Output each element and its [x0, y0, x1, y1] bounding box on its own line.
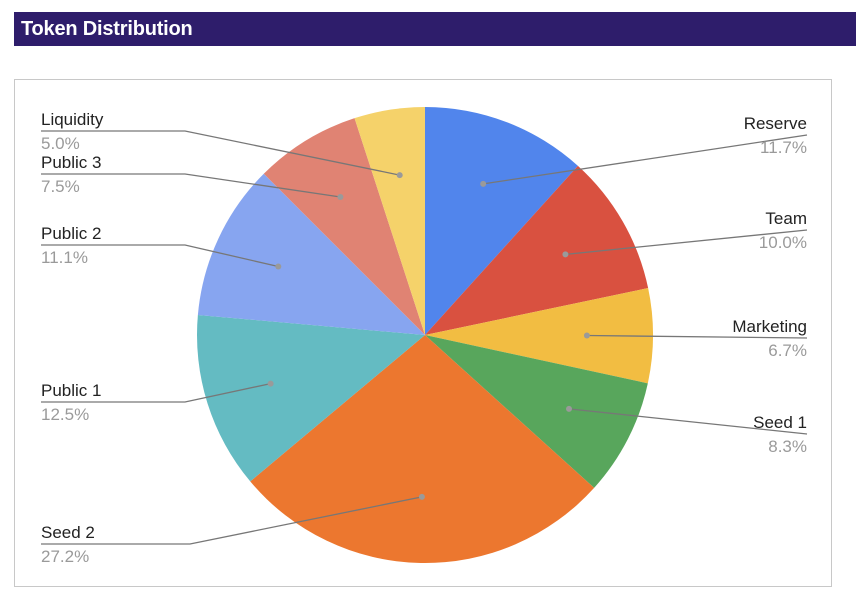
slice-percent-seed-2: 27.2%	[41, 547, 89, 566]
leader-line-public-3	[41, 173, 341, 198]
leader-dot-seed-1	[566, 405, 572, 412]
pie-slices	[196, 107, 654, 564]
leader-line-seed-2	[41, 496, 423, 545]
slice-label-public-3: Public 3	[41, 153, 101, 172]
leader-dot-reserve	[480, 180, 487, 187]
slice-label-team: Team	[765, 209, 807, 228]
pie-chart: Reserve 11.7% Team 10.0% Marketing 6.7% Seed 1…	[41, 107, 808, 566]
pie-slice-seed-1	[425, 335, 648, 488]
slice-percent-public-3: 7.5%	[41, 177, 80, 196]
leader-lines	[41, 130, 808, 545]
leader-line-reserve	[483, 134, 808, 185]
leader-line-public-2	[41, 244, 279, 268]
pie-slice-public-3	[263, 118, 425, 335]
leader-line-public-1	[41, 382, 271, 403]
slice-labels: Reserve 11.7% Team 10.0% Marketing 6.7% Seed 1…	[41, 110, 807, 566]
pie-slice-seed-2	[250, 335, 595, 564]
slice-percent-public-1: 12.5%	[41, 405, 89, 424]
slice-label-seed-2: Seed 2	[41, 523, 95, 542]
leader-dot-public-2	[275, 263, 282, 270]
slice-percent-team: 10.0%	[759, 233, 807, 252]
leader-line-team	[565, 229, 808, 256]
chart-title-bar: Token Distribution	[14, 12, 856, 46]
leader-dot-liquidity	[396, 172, 403, 179]
chart-container: Reserve 11.7% Team 10.0% Marketing 6.7% Seed 1…	[14, 79, 832, 587]
chart-title: Token Distribution	[21, 18, 193, 40]
leader-line-seed-1	[568, 408, 808, 435]
slice-label-seed-1: Seed 1	[753, 413, 807, 432]
slice-label-liquidity: Liquidity	[41, 110, 104, 129]
slice-label-public-1: Public 1	[41, 381, 101, 400]
slice-percent-liquidity: 5.0%	[41, 134, 80, 153]
leader-dot-seed-2	[418, 493, 425, 500]
pie-slice-team	[425, 165, 649, 335]
slice-percent-reserve: 11.7%	[760, 138, 807, 157]
leader-line-marketing	[586, 334, 808, 339]
leader-dot-public-3	[337, 194, 344, 200]
leader-dot-marketing	[583, 332, 590, 339]
leader-dot-team	[562, 251, 569, 258]
pie-slice-public-1	[196, 314, 425, 482]
slice-label-public-2: Public 2	[41, 224, 101, 243]
slice-label-marketing: Marketing	[732, 317, 807, 336]
slice-percent-marketing: 6.7%	[768, 341, 807, 360]
pie-slice-liquidity	[354, 107, 425, 335]
slice-label-reserve: Reserve	[744, 114, 807, 133]
leader-line-liquidity	[41, 130, 400, 176]
slice-percent-public-2: 11.1%	[41, 248, 88, 267]
pie-slice-reserve	[425, 107, 578, 335]
slice-percent-seed-1: 8.3%	[768, 437, 807, 456]
pie-slice-public-2	[197, 173, 425, 335]
leader-dot-public-1	[267, 380, 274, 387]
pie-slice-marketing	[425, 288, 654, 384]
